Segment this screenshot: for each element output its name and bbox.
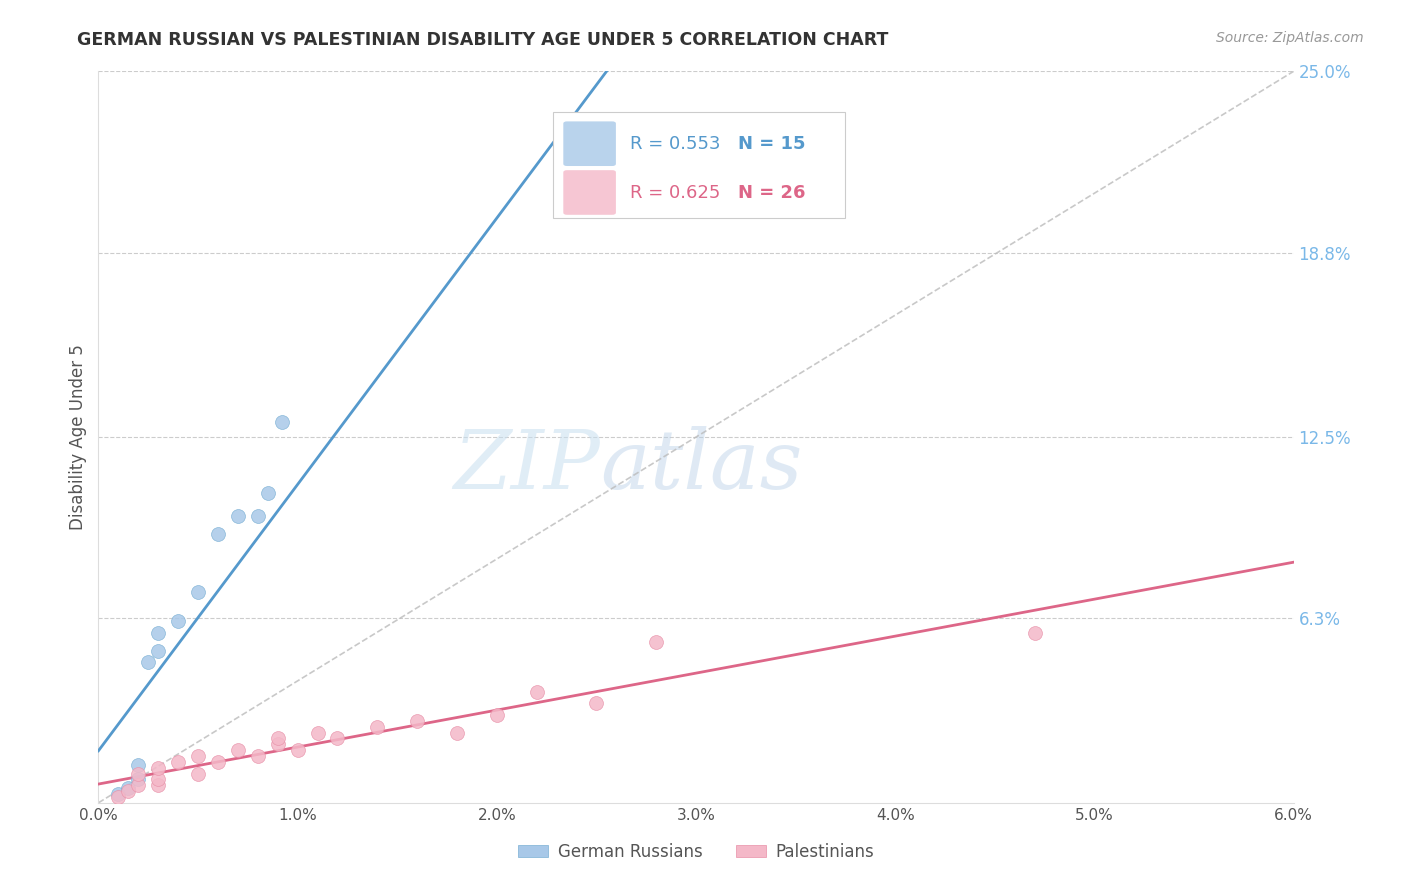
- Point: [645, 635, 668, 649]
- Point: [127, 772, 149, 787]
- Point: [167, 755, 190, 769]
- Point: [187, 585, 209, 599]
- Point: [187, 749, 209, 764]
- Text: ZIP: ZIP: [454, 426, 600, 507]
- Point: [207, 526, 229, 541]
- Point: [307, 725, 329, 739]
- Text: R = 0.553: R = 0.553: [630, 135, 721, 153]
- Point: [117, 781, 139, 796]
- Point: [256, 485, 278, 500]
- Point: [148, 778, 170, 792]
- Point: [148, 626, 170, 640]
- Point: [127, 778, 149, 792]
- Legend: German Russians, Palestinians: German Russians, Palestinians: [510, 837, 882, 868]
- Point: [446, 725, 468, 739]
- Point: [585, 152, 607, 166]
- Text: GERMAN RUSSIAN VS PALESTINIAN DISABILITY AGE UNDER 5 CORRELATION CHART: GERMAN RUSSIAN VS PALESTINIAN DISABILITY…: [77, 31, 889, 49]
- Point: [406, 714, 429, 728]
- FancyBboxPatch shape: [553, 112, 845, 218]
- Point: [107, 787, 129, 801]
- Point: [526, 684, 548, 698]
- Text: atlas: atlas: [600, 426, 803, 507]
- Point: [585, 696, 607, 710]
- Point: [187, 766, 209, 780]
- Point: [127, 757, 149, 772]
- Point: [267, 737, 290, 751]
- Point: [226, 743, 249, 757]
- Point: [287, 743, 309, 757]
- Point: [267, 731, 290, 746]
- Y-axis label: Disability Age Under 5: Disability Age Under 5: [69, 344, 87, 530]
- Point: [148, 772, 170, 787]
- Point: [270, 416, 292, 430]
- Point: [107, 789, 129, 804]
- Point: [246, 749, 269, 764]
- Point: [127, 766, 149, 780]
- Point: [167, 615, 190, 629]
- Point: [148, 761, 170, 775]
- Point: [226, 509, 249, 524]
- Text: R = 0.625: R = 0.625: [630, 184, 721, 202]
- Text: Source: ZipAtlas.com: Source: ZipAtlas.com: [1216, 31, 1364, 45]
- Point: [246, 509, 269, 524]
- Point: [366, 720, 388, 734]
- Text: N = 26: N = 26: [738, 184, 806, 202]
- FancyBboxPatch shape: [564, 170, 616, 215]
- Point: [148, 643, 170, 657]
- Point: [326, 731, 349, 746]
- Point: [136, 656, 159, 670]
- Point: [1024, 626, 1046, 640]
- Point: [117, 784, 139, 798]
- Point: [485, 708, 508, 723]
- FancyBboxPatch shape: [564, 121, 616, 166]
- Text: N = 15: N = 15: [738, 135, 806, 153]
- Point: [207, 755, 229, 769]
